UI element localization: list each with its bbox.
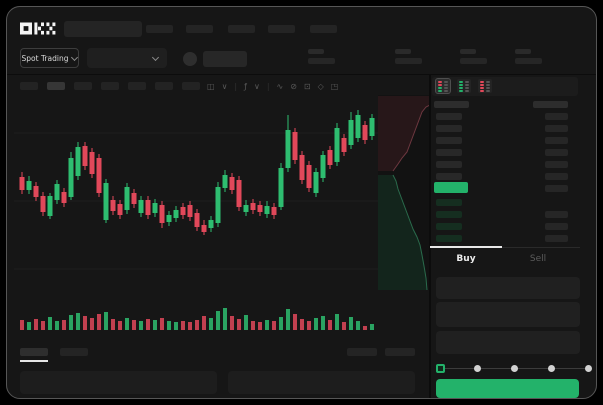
draw-tool-icon[interactable]: ⊘ [290,81,297,91]
chevron-down-icon[interactable]: ∨ [253,81,260,91]
ask-row-price[interactable] [436,161,462,168]
search-input[interactable] [64,21,142,37]
pair-selector-dropdown[interactable] [87,48,167,68]
market-type-label: Spot Trading [21,53,69,63]
ask-row-price[interactable] [436,149,462,156]
stat-label [308,49,324,54]
slider-handle[interactable] [435,364,445,373]
bid-row-price[interactable] [436,235,462,242]
tab-buy[interactable]: Buy [456,254,476,264]
fullscreen-icon[interactable]: ◳ [330,81,339,91]
line-tool-icon[interactable]: ∿ [276,81,284,91]
interval-chip[interactable] [20,82,38,90]
ask-row-amount [545,149,568,156]
bottom-tab-orders[interactable] [20,348,48,356]
nav-item[interactable] [310,25,337,33]
market-type-selector[interactable]: Spot Trading [20,48,79,68]
chevron-down-icon[interactable]: ∨ [221,81,228,91]
chart-toolbar-icons: ◫ ∨ | ƒ ∨ | ∿ ⊘ ⊡ ◇ ◳ [207,80,338,92]
okx-logo [20,22,56,35]
orderbook-header-price [434,101,469,108]
bid-row-price[interactable] [436,223,462,230]
slider-stop[interactable] [510,365,518,372]
toolbar-divider: | [234,81,238,91]
ask-row-amount [545,173,568,180]
book-layout-asks-icon[interactable] [478,79,492,93]
interval-chip[interactable] [101,82,119,90]
stat-label [395,49,411,54]
ask-row-amount [545,137,568,144]
stat-label [460,49,476,54]
nav-item[interactable] [228,25,255,33]
main-divider [429,75,431,399]
last-price-indicator[interactable] [434,182,468,193]
trade-tabs-divider [430,247,580,248]
orderbook-toolbar [432,77,578,96]
tab-sell[interactable]: Sell [529,254,547,264]
avatar[interactable] [183,52,197,66]
stat-value [515,58,542,64]
price-input[interactable] [436,277,580,299]
ask-row-amount [545,125,568,132]
toolbar-divider: | [266,81,270,91]
amount-input[interactable] [436,302,580,327]
header-divider [7,74,596,75]
bottom-tab-history[interactable] [60,348,88,356]
stat-value [308,58,335,64]
bottom-filter-chip[interactable] [347,348,377,356]
bottom-filter-chip[interactable] [385,348,415,356]
bid-row-amount [545,211,568,218]
interval-chip[interactable] [128,82,146,90]
bid-row-price[interactable] [436,199,462,206]
ask-row-amount [545,161,568,168]
bid-row-amount [545,235,568,242]
bottom-tab-indicator [20,360,48,362]
slider-stop[interactable] [584,365,592,372]
bid-row-price[interactable] [436,211,462,218]
interval-chip[interactable] [182,82,200,90]
slider-stop[interactable] [473,365,481,372]
buy-submit-button[interactable] [436,379,579,398]
compare-icon[interactable]: ◇ [317,81,324,91]
bottom-panel-right [228,371,415,394]
chart-type-icon[interactable]: ◫ [207,81,215,91]
interval-chip[interactable] [74,82,92,90]
active-tab-indicator [430,246,502,248]
chevron-down-icon [151,53,160,62]
bid-row-amount [545,223,568,230]
orderbook-header-amount [533,101,568,108]
interval-chip[interactable] [155,82,173,90]
stat-label [515,49,531,54]
interval-chip[interactable] [47,82,65,90]
nav-item[interactable] [268,25,295,33]
book-layout-combined-icon[interactable] [435,78,451,94]
nav-item[interactable] [186,25,213,33]
indicators-icon[interactable]: ƒ [244,81,247,91]
chevron-down-icon [71,53,79,61]
ask-row-amount [545,113,568,120]
ask-row-price[interactable] [436,173,462,180]
slider-stop[interactable] [547,365,555,372]
book-layout-bids-icon[interactable] [457,79,471,93]
total-input[interactable] [436,331,580,354]
stat-value [395,58,422,64]
ask-row-price[interactable] [436,137,462,144]
bottom-panel-left [20,371,217,394]
bid-row-amount [545,185,568,192]
ask-row-price[interactable] [436,113,462,120]
stat-value [460,58,487,64]
nav-item[interactable] [146,25,173,33]
candlestick-chart[interactable] [7,95,429,340]
camera-icon[interactable]: ⊡ [303,81,311,91]
ask-row-price[interactable] [436,125,462,132]
subheader-action-button[interactable] [203,51,247,67]
